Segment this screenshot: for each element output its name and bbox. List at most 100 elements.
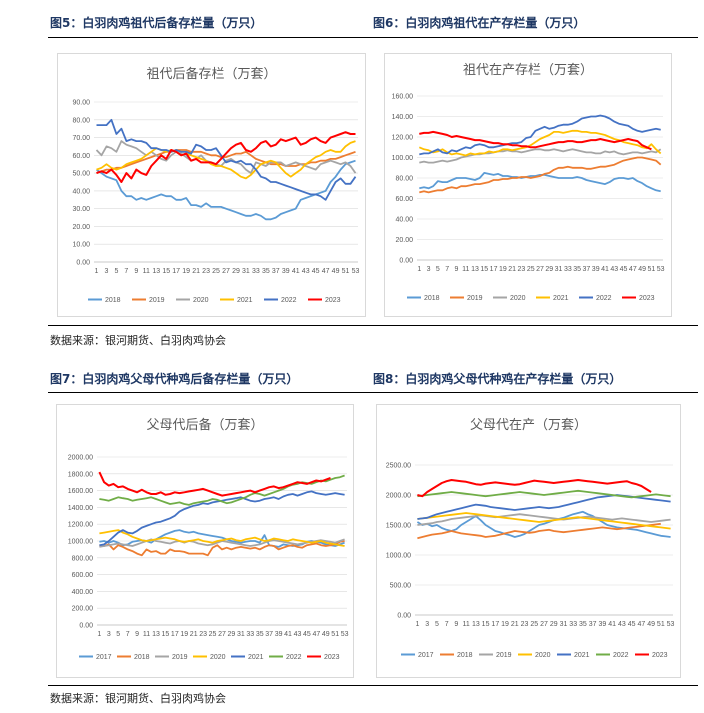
x-tick-label: 31	[560, 621, 568, 628]
x-tick-label: 17	[172, 268, 180, 275]
y-tick-label: 600.00	[72, 572, 94, 579]
x-tick-label: 47	[322, 268, 330, 275]
y-tick-label: 120.00	[392, 135, 414, 142]
x-tick-label: 23	[202, 268, 210, 275]
x-tick-label: 51	[657, 621, 665, 628]
x-tick-label: 35	[579, 621, 587, 628]
x-tick-label: 49	[647, 621, 655, 628]
y-tick-label: 40.00	[72, 188, 90, 195]
x-tick-label: 47	[637, 621, 645, 628]
x-tick-label: 9	[454, 266, 458, 273]
x-tick-label: 17	[491, 621, 499, 628]
x-tick-label: 35	[262, 268, 270, 275]
x-tick-label: 33	[252, 268, 260, 275]
x-tick-label: 5	[114, 268, 118, 275]
y-tick-label: 70.00	[72, 135, 90, 142]
y-tick-label: 2500.00	[386, 463, 411, 470]
legend-label-2022: 2022	[286, 654, 302, 661]
legend-label-2022: 2022	[281, 297, 297, 304]
legend-label-2018: 2018	[457, 652, 473, 659]
lower-rule	[48, 392, 698, 393]
chart-grandparent-reserve: 祖代后备存栏（万套） 0.00 10.00 20.00 30.00 40.00 50.00 6…	[72, 66, 359, 304]
figure-title-5: 图5：白羽肉鸡祖代后备存栏量（万只）	[50, 16, 263, 30]
x-tick-label: 15	[482, 621, 490, 628]
x-tick-label: 15	[162, 268, 170, 275]
chart-panel-8: 父母代在产（万套） 0.00 500.00 1000.00 1500.00 2000.00…	[376, 404, 681, 678]
x-tick-label: 35	[573, 266, 581, 273]
middle-rule	[48, 325, 698, 326]
x-tick-label: 45	[620, 266, 628, 273]
x-tick-label: 9	[135, 631, 139, 638]
series-line-2020	[95, 140, 357, 174]
chart-parent-reserve: 父母代后备（万套） 0.00 200.00 400.00 600.00 800.00 100…	[68, 417, 349, 661]
x-tick-label: 29	[550, 621, 558, 628]
x-tick-label: 19	[499, 266, 507, 273]
x-tick-label: 25	[530, 621, 538, 628]
x-tick-label: 3	[104, 268, 108, 275]
x-tick-label: 49	[638, 266, 646, 273]
x-tick-label: 49	[322, 631, 330, 638]
x-tick-label: 11	[143, 631, 150, 638]
x-tick-label: 45	[312, 268, 320, 275]
x-tick-label: 53	[667, 621, 675, 628]
y-tick-label: 0.00	[399, 258, 413, 265]
x-tick-label: 5	[435, 621, 439, 628]
series-line-2023	[96, 131, 356, 183]
x-tick-label: 13	[152, 268, 160, 275]
chart-panel-6: 祖代在产存栏（万套） 0.00 20.00 40.00 60.00 80.00 100.00…	[384, 53, 672, 317]
legend-label-2020: 2020	[193, 297, 209, 304]
x-tick-label: 7	[126, 631, 130, 638]
y-tick-label: 40.00	[395, 217, 413, 224]
y-tick-label: 1800.00	[68, 471, 93, 478]
x-tick-label: 39	[275, 631, 283, 638]
x-tick-label: 31	[242, 268, 250, 275]
series-line-2021	[417, 494, 671, 520]
x-tick-label: 11	[143, 268, 150, 275]
y-tick-label: 2000.00	[68, 455, 93, 462]
x-tick-label: 23	[521, 621, 529, 628]
x-tick-label: 3	[425, 621, 429, 628]
x-tick-label: 19	[182, 268, 190, 275]
series-line-2019	[419, 156, 662, 194]
x-tick-label: 17	[490, 266, 498, 273]
y-tick-label: 0.00	[397, 613, 411, 620]
x-tick-label: 33	[246, 631, 254, 638]
series-line-2018	[99, 540, 345, 557]
legend-label-2017: 2017	[96, 654, 112, 661]
x-tick-label: 25	[209, 631, 217, 638]
x-tick-label: 21	[511, 621, 519, 628]
x-tick-label: 41	[601, 266, 609, 273]
x-tick-label: 21	[192, 268, 200, 275]
legend-label-2018: 2018	[105, 297, 121, 304]
legend-label-2020: 2020	[210, 654, 226, 661]
x-tick-label: 5	[436, 266, 440, 273]
x-tick-label: 25	[527, 266, 535, 273]
x-tick-label: 19	[180, 631, 188, 638]
x-tick-label: 43	[610, 266, 618, 273]
x-tick-label: 41	[292, 268, 300, 275]
chart-title: 祖代后备存栏（万套）	[146, 66, 276, 82]
legend-label-2019: 2019	[467, 295, 483, 302]
y-tick-label: 1400.00	[68, 505, 93, 512]
series-line-2022	[419, 114, 661, 156]
legend-label-2021: 2021	[248, 654, 264, 661]
legend-label-2019: 2019	[496, 652, 512, 659]
chart-grandparent-production: 祖代在产存栏（万套） 0.00 20.00 40.00 60.00 80.00 100.00…	[392, 62, 665, 302]
series-line-2022	[417, 489, 671, 499]
y-tick-label: 30.00	[72, 206, 90, 213]
legend-label-2019: 2019	[149, 297, 165, 304]
x-tick-label: 1	[95, 268, 99, 275]
y-tick-label: 60.00	[72, 153, 90, 160]
x-tick-label: 53	[657, 266, 665, 273]
y-tick-label: 1600.00	[68, 488, 93, 495]
x-tick-label: 39	[599, 621, 607, 628]
x-tick-label: 41	[284, 631, 292, 638]
x-tick-label: 3	[427, 266, 431, 273]
x-tick-label: 43	[294, 631, 302, 638]
series-line-2019	[96, 149, 356, 174]
x-tick-label: 41	[608, 621, 616, 628]
x-tick-label: 45	[628, 621, 636, 628]
x-tick-label: 47	[629, 266, 637, 273]
x-tick-label: 19	[501, 621, 509, 628]
x-tick-label: 29	[545, 266, 553, 273]
